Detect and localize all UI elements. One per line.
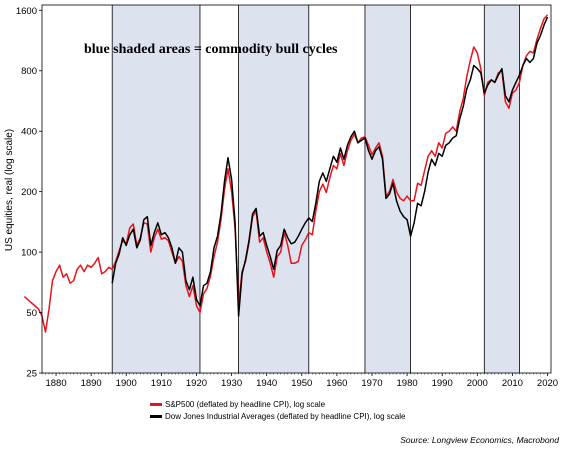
- x-tick-label-9: 1970: [361, 378, 382, 389]
- legend-item-sp500: S&P500 (deflated by headline CPI), log s…: [150, 398, 405, 410]
- y-tick-label-6: 25: [26, 369, 37, 380]
- source-note: Source: Longview Economics, Macrobond: [400, 435, 559, 445]
- legend-swatch-dow: [150, 414, 162, 418]
- y-tick-label-0: 1600: [16, 6, 37, 17]
- y-tick-label-5: 50: [26, 308, 37, 319]
- series-lines: [23, 14, 549, 333]
- y-tick-label-4: 100: [21, 248, 37, 259]
- legend-label-dow: Dow Jones Industrial Averages (deflated …: [165, 411, 406, 421]
- shaded-period-3: [484, 5, 520, 373]
- x-tick-label-5: 1930: [221, 378, 242, 389]
- shaded-period-0: [112, 5, 200, 373]
- x-axis: 1880 1890 1900 1910 1920 1930 1940 1950 1960 1970…: [41, 373, 558, 389]
- x-tick-label-12: 2000: [467, 378, 488, 389]
- shaded-periods: [111, 5, 520, 373]
- x-tick-label-14: 2020: [537, 378, 558, 389]
- series-line-1: [111, 16, 549, 317]
- legend-swatch-sp500: [150, 402, 162, 406]
- plot-frame: [41, 4, 552, 374]
- x-tick-label-1: 1890: [81, 378, 102, 389]
- x-tick-label-11: 1990: [432, 378, 453, 389]
- x-tick-label-0: 1880: [45, 378, 66, 389]
- shaded-period-1: [238, 5, 309, 373]
- y-axis: 1600 800 400 200 100 50 25: [16, 6, 42, 380]
- x-tick-label-13: 2010: [502, 378, 523, 389]
- chart-annotation: blue shaded areas = commodity bull cycle…: [84, 42, 338, 57]
- legend-label-sp500: S&P500 (deflated by headline CPI), log s…: [165, 399, 326, 409]
- y-tick-label-3: 200: [21, 187, 37, 198]
- legend: S&P500 (deflated by headline CPI), log s…: [150, 398, 405, 422]
- legend-item-dow: Dow Jones Industrial Averages (deflated …: [150, 410, 405, 422]
- x-tick-label-2: 1900: [116, 378, 137, 389]
- x-tick-label-7: 1950: [291, 378, 312, 389]
- y-tick-label-1: 800: [21, 66, 37, 77]
- shaded-period-2: [364, 5, 411, 373]
- y-axis-label: US equities, real (log scale): [4, 129, 15, 251]
- x-tick-label-3: 1910: [151, 378, 172, 389]
- x-tick-label-10: 1980: [397, 378, 418, 389]
- x-tick-label-4: 1920: [186, 378, 207, 389]
- x-tick-label-8: 1960: [326, 378, 347, 389]
- y-tick-label-2: 400: [21, 127, 37, 138]
- x-tick-label-6: 1940: [256, 378, 277, 389]
